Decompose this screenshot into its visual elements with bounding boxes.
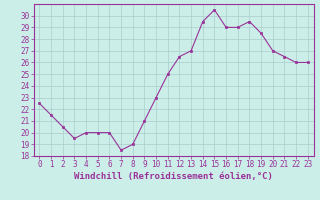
X-axis label: Windchill (Refroidissement éolien,°C): Windchill (Refroidissement éolien,°C) [74,172,273,181]
